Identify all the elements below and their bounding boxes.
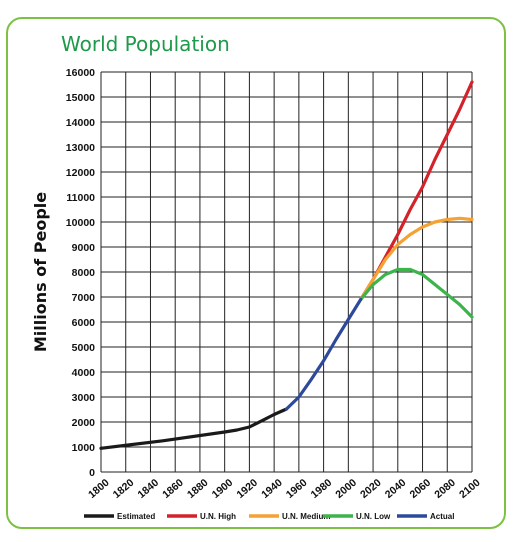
y-tick-label: 5000 — [72, 342, 96, 354]
y-tick-label: 6000 — [72, 317, 96, 329]
legend-label-u-n-medium: U.N. Medium — [282, 512, 330, 521]
y-tick-label: 12000 — [66, 167, 95, 179]
x-tick-label: 1800 — [86, 477, 112, 501]
x-tick-label: 1920 — [234, 477, 260, 501]
x-tick-label: 2020 — [358, 477, 384, 501]
series-line-u-n-medium — [359, 216, 474, 302]
y-tick-label: 2000 — [72, 417, 96, 429]
y-tick-label: 1000 — [72, 442, 96, 454]
y-tick-label: 10000 — [66, 217, 95, 229]
x-tick-label: 1880 — [185, 477, 211, 501]
x-tick-label: 2060 — [408, 477, 434, 501]
chart-title: World Population — [61, 32, 230, 56]
grid — [100, 71, 473, 473]
x-tick-label: 2040 — [383, 477, 409, 501]
x-tick-label: 1940 — [259, 477, 285, 501]
legend-label-actual: Actual — [430, 512, 454, 521]
y-tick-label: 8000 — [72, 267, 96, 279]
x-tick-label: 1980 — [309, 477, 335, 501]
x-tick-label: 1820 — [111, 477, 137, 501]
x-tick-label: 1960 — [284, 477, 310, 501]
x-tick-label: 2100 — [457, 477, 483, 501]
y-tick-label: 4000 — [72, 367, 96, 379]
y-tick-labels: 0 1000 2000 3000 4000 5000 6000 7000 8000 9000 100… — [66, 67, 95, 479]
x-tick-label: 2080 — [432, 477, 458, 501]
legend: Estimated U.N. High U.N. Medium U.N. Low Act… — [84, 512, 454, 521]
x-tick-labels: 1800 1820 1840 1860 1880 1900 1920 1940 1960 1980… — [86, 477, 483, 501]
y-tick-label: 16000 — [66, 67, 95, 79]
y-tick-label: 15000 — [66, 92, 95, 104]
y-tick-label: 7000 — [72, 292, 96, 304]
y-tick-label: 13000 — [66, 142, 95, 154]
y-axis-label: Millions of People — [31, 192, 50, 352]
y-tick-label: 9000 — [72, 242, 96, 254]
y-tick-label: 11000 — [66, 192, 95, 204]
y-tick-label: 14000 — [66, 117, 95, 129]
series-lines — [99, 80, 474, 450]
x-tick-label: 2000 — [333, 477, 359, 501]
series-line-estimated — [99, 407, 289, 450]
legend-label-u-n-low: U.N. Low — [356, 512, 391, 521]
series-line-u-n-high — [359, 80, 474, 302]
x-tick-label: 1840 — [136, 477, 162, 501]
legend-label-estimated: Estimated — [117, 512, 155, 521]
x-tick-label: 1900 — [210, 477, 236, 501]
series-line-u-n-low — [359, 267, 474, 319]
y-tick-label: 0 — [89, 467, 95, 479]
x-tick-label: 1860 — [160, 477, 186, 501]
legend-label-u-n-high: U.N. High — [200, 512, 236, 521]
series-line-actual — [284, 297, 363, 411]
y-tick-label: 3000 — [72, 392, 96, 404]
